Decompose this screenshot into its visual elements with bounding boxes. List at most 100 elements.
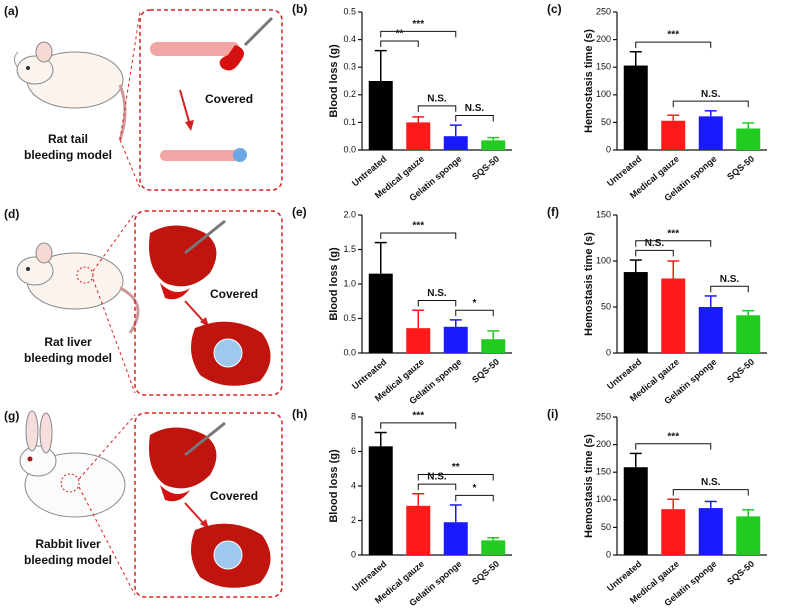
- panel-label: (f): [547, 205, 559, 219]
- significance-label: *: [473, 483, 477, 494]
- y-tick-label: 100: [596, 494, 611, 504]
- significance-bracket: [635, 443, 712, 450]
- connector: [119, 139, 141, 189]
- bar: [661, 278, 686, 353]
- significance-label: ***: [667, 30, 679, 41]
- y-tick-label: 0.4: [343, 34, 356, 44]
- bar: [698, 307, 723, 353]
- rat-tail: [119, 286, 140, 334]
- panel-label: (b): [292, 2, 307, 16]
- y-tick-label: 1.5: [343, 244, 356, 254]
- significance-bracket: [417, 473, 494, 481]
- zoom-box: [134, 210, 283, 396]
- significance-label: N.S.: [465, 103, 485, 114]
- tail-segment: [150, 42, 240, 56]
- tail-segment: [160, 150, 240, 161]
- arrow: [184, 502, 206, 526]
- scalpel: [184, 219, 226, 255]
- bar: [406, 328, 431, 353]
- zoom-box: [134, 412, 283, 598]
- arrow: [184, 300, 206, 324]
- y-tick-label: 1.0: [343, 278, 356, 288]
- significance-bracket: [417, 483, 457, 491]
- y-tick-label: 0.0: [343, 144, 356, 154]
- x-tick-label: SQS-50: [725, 357, 756, 385]
- connector: [78, 486, 136, 596]
- rat-eye: [26, 66, 30, 70]
- x-tick-label: Untreated: [350, 559, 389, 594]
- bar: [736, 516, 761, 555]
- significance-label: ***: [412, 221, 424, 232]
- rabbit-ear: [25, 410, 39, 452]
- y-tick-label: 50: [601, 117, 611, 127]
- significance-label: **: [452, 462, 460, 473]
- rabbit-head: [19, 445, 57, 477]
- significance-label: ***: [412, 19, 424, 30]
- zoom-box: [139, 9, 283, 191]
- y-tick-label: 0: [606, 347, 611, 357]
- rat-tail: [118, 84, 127, 141]
- significance-label: ***: [667, 228, 679, 239]
- sponge: [213, 338, 243, 368]
- significance-label: N.S.: [645, 238, 665, 249]
- bar: [368, 81, 393, 150]
- bar: [406, 505, 431, 555]
- significance-bracket: [672, 489, 749, 496]
- y-axis-label: Blood loss (g): [328, 247, 340, 321]
- y-tick-label: 0: [606, 549, 611, 559]
- significance-label: N.S.: [720, 274, 740, 285]
- bar: [623, 272, 648, 353]
- y-tick-label: 2.0: [343, 209, 356, 219]
- panel-label: (i): [547, 407, 558, 421]
- site: [60, 473, 80, 493]
- bar: [368, 446, 393, 555]
- significance-bracket: [635, 249, 674, 257]
- significance-bracket: [455, 115, 494, 122]
- y-tick-label: 0: [606, 144, 611, 154]
- x-tick-label: Untreated: [605, 559, 644, 594]
- significance-label: N.S.: [701, 89, 721, 100]
- significance-bracket: [672, 100, 749, 108]
- significance-bracket: [455, 309, 494, 317]
- bar: [623, 467, 648, 555]
- bar: [481, 540, 506, 555]
- bar: [698, 116, 723, 150]
- significance-bracket: [417, 300, 457, 307]
- illustration-g: (g) Covered Rabbit liver bleeding model: [4, 409, 283, 598]
- significance-bracket: [635, 240, 712, 247]
- rat-head: [16, 256, 54, 286]
- site: [76, 266, 94, 284]
- y-tick-label: 0.2: [343, 89, 356, 99]
- x-tick-label: Untreated: [350, 154, 389, 189]
- y-tick-label: 2: [351, 515, 356, 525]
- blood: [160, 283, 190, 300]
- significance-label: N.S.: [701, 477, 721, 488]
- x-tick-label: SQS-50: [470, 357, 501, 385]
- y-tick-label: 150: [596, 62, 611, 72]
- bar: [368, 273, 393, 353]
- y-tick-label: 150: [596, 467, 611, 477]
- y-axis-label: Hemostasis time (s): [583, 29, 595, 133]
- x-tick-label: Untreated: [605, 154, 644, 189]
- illustration-d: (d) Covered Rat liver bleeding model: [4, 207, 283, 396]
- bar: [443, 136, 468, 150]
- action-text: Covered: [210, 489, 258, 503]
- y-tick-label: 6: [351, 446, 356, 456]
- x-tick-label: SQS-50: [725, 154, 756, 182]
- sponge: [213, 540, 243, 570]
- y-tick-label: 0.5: [343, 313, 356, 323]
- significance-bracket: [380, 422, 457, 429]
- illustration-a: (a) Covered Rat tail bleeding model: [4, 4, 283, 191]
- rat-head: [16, 55, 54, 85]
- connector: [78, 414, 136, 480]
- x-tick-label: SQS-50: [470, 154, 501, 182]
- bar: [481, 140, 506, 150]
- scalpel: [243, 16, 274, 47]
- y-axis-label: Hemostasis time (s): [583, 232, 595, 336]
- caption: bleeding model: [24, 351, 112, 365]
- y-tick-label: 250: [596, 6, 611, 16]
- caption: bleeding model: [24, 553, 112, 567]
- bar: [443, 326, 468, 353]
- caption: bleeding model: [24, 148, 112, 162]
